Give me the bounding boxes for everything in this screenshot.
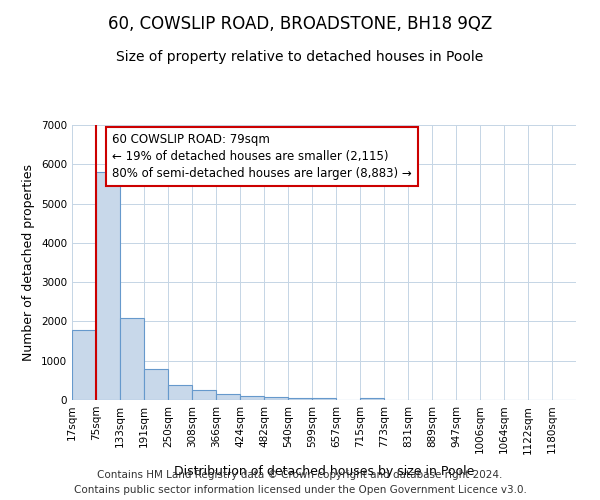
Text: Contains HM Land Registry data © Crown copyright and database right 2024.: Contains HM Land Registry data © Crown c… <box>97 470 503 480</box>
Bar <box>72 330 96 400</box>
Bar <box>288 398 312 400</box>
Text: 60, COWSLIP ROAD, BROADSTONE, BH18 9QZ: 60, COWSLIP ROAD, BROADSTONE, BH18 9QZ <box>108 15 492 33</box>
Bar <box>96 172 120 400</box>
Text: Size of property relative to detached houses in Poole: Size of property relative to detached ho… <box>116 50 484 64</box>
Bar <box>264 398 288 400</box>
Bar <box>168 385 192 400</box>
X-axis label: Distribution of detached houses by size in Poole: Distribution of detached houses by size … <box>174 464 474 477</box>
Bar <box>312 398 336 400</box>
Y-axis label: Number of detached properties: Number of detached properties <box>22 164 35 361</box>
Bar <box>192 390 216 400</box>
Bar <box>216 394 240 400</box>
Bar <box>240 396 264 400</box>
Bar <box>360 398 384 400</box>
Bar <box>120 318 144 400</box>
Bar <box>144 368 168 400</box>
Text: Contains public sector information licensed under the Open Government Licence v3: Contains public sector information licen… <box>74 485 526 495</box>
Text: 60 COWSLIP ROAD: 79sqm
← 19% of detached houses are smaller (2,115)
80% of semi-: 60 COWSLIP ROAD: 79sqm ← 19% of detached… <box>112 133 412 180</box>
